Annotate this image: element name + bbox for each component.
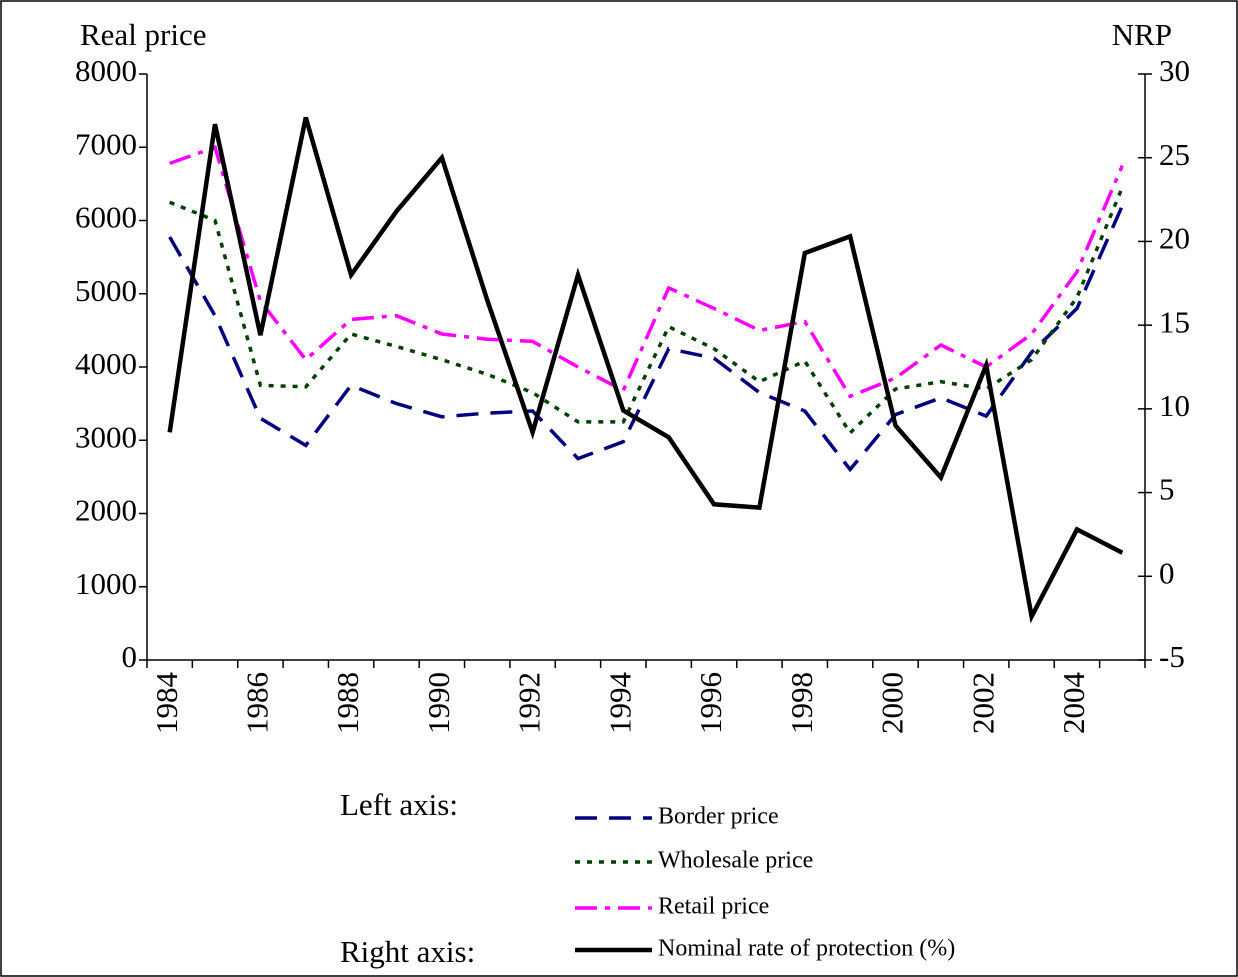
series-line bbox=[167, 116, 1124, 624]
y2-tick-label: 0 bbox=[1159, 555, 1175, 590]
y2-tick-label: -5 bbox=[1159, 639, 1185, 674]
y2-tick-label: 30 bbox=[1159, 53, 1190, 88]
y-tick-label: 6000 bbox=[75, 200, 137, 235]
y-tick-label: 2000 bbox=[75, 493, 137, 528]
x-tick-label: 1994 bbox=[602, 672, 637, 735]
x-tick-label: 1988 bbox=[330, 672, 365, 734]
y2-tick-label: 15 bbox=[1159, 304, 1190, 339]
x-tick-label: 1986 bbox=[240, 672, 275, 734]
x-tick-label: 2002 bbox=[965, 672, 1000, 734]
legend-heading: Left axis: bbox=[340, 787, 458, 822]
series-line bbox=[169, 145, 1124, 399]
legend-label: Nominal rate of protection (%) bbox=[658, 936, 955, 962]
y2-tick-label: 25 bbox=[1159, 137, 1190, 172]
x-tick-label: 1984 bbox=[149, 672, 184, 735]
x-tick-label: 2000 bbox=[875, 672, 910, 734]
x-tick-label: 1998 bbox=[784, 672, 819, 734]
legend-label: Border price bbox=[658, 804, 779, 830]
y2-tick-label: 5 bbox=[1159, 472, 1175, 507]
x-tick-label: 1992 bbox=[512, 672, 547, 734]
legend-heading: Right axis: bbox=[340, 934, 475, 969]
y-axis-title: Real price bbox=[80, 17, 207, 52]
x-tick-label: 2004 bbox=[1056, 672, 1091, 735]
y2-tick-label: 10 bbox=[1159, 388, 1190, 423]
series-line bbox=[168, 205, 1124, 473]
y-tick-label: 5000 bbox=[75, 273, 137, 308]
x-tick-label: 1996 bbox=[693, 672, 728, 734]
legend-label: Wholesale price bbox=[658, 848, 813, 874]
y-tick-label: 3000 bbox=[75, 419, 137, 454]
y2-axis-title: NRP bbox=[1112, 17, 1172, 52]
y-tick-label: 8000 bbox=[75, 53, 137, 88]
y-tick-label: 4000 bbox=[75, 346, 137, 381]
series-line bbox=[169, 186, 1124, 436]
y-tick-label: 1000 bbox=[75, 566, 137, 601]
y-tick-label: 7000 bbox=[75, 126, 137, 161]
legend-label: Retail price bbox=[658, 894, 769, 920]
y2-tick-label: 20 bbox=[1159, 221, 1190, 256]
x-tick-label: 1990 bbox=[421, 672, 456, 734]
y-tick-label: 0 bbox=[122, 639, 138, 674]
